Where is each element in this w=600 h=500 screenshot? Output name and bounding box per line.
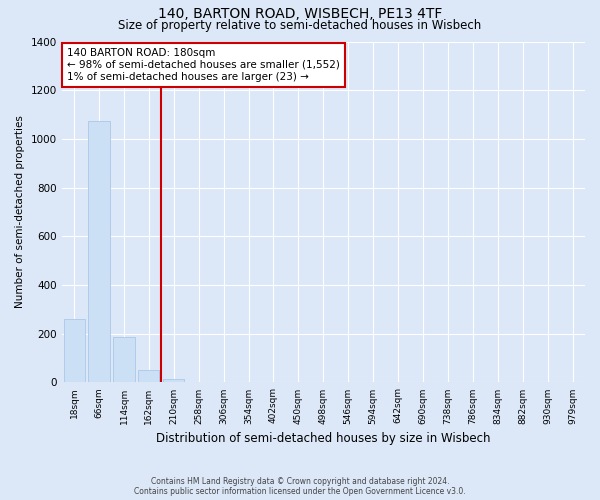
Text: 140 BARTON ROAD: 180sqm
← 98% of semi-detached houses are smaller (1,552)
1% of : 140 BARTON ROAD: 180sqm ← 98% of semi-de… [67, 48, 340, 82]
Text: Size of property relative to semi-detached houses in Wisbech: Size of property relative to semi-detach… [118, 18, 482, 32]
X-axis label: Distribution of semi-detached houses by size in Wisbech: Distribution of semi-detached houses by … [156, 432, 491, 445]
Text: Contains HM Land Registry data © Crown copyright and database right 2024.
Contai: Contains HM Land Registry data © Crown c… [134, 476, 466, 496]
Bar [113, 338, 134, 382]
Bar [163, 379, 184, 382]
Y-axis label: Number of semi-detached properties: Number of semi-detached properties [15, 116, 25, 308]
Text: 140, BARTON ROAD, WISBECH, PE13 4TF: 140, BARTON ROAD, WISBECH, PE13 4TF [158, 8, 442, 22]
Bar [64, 319, 85, 382]
Bar [88, 120, 110, 382]
Bar [138, 370, 160, 382]
